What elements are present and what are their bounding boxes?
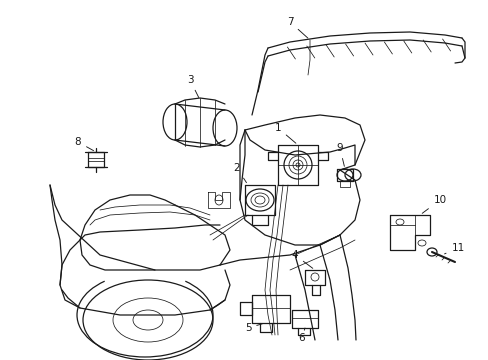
Text: 11: 11 <box>444 243 464 254</box>
Text: 6: 6 <box>298 328 305 343</box>
Text: 8: 8 <box>75 137 93 150</box>
Text: 5: 5 <box>244 323 262 333</box>
Text: 3: 3 <box>186 75 198 98</box>
Text: 10: 10 <box>421 195 446 213</box>
Text: 1: 1 <box>274 123 295 143</box>
Text: 7: 7 <box>286 17 307 38</box>
Text: 2: 2 <box>233 163 246 183</box>
Text: 4: 4 <box>291 250 312 268</box>
Text: 9: 9 <box>336 143 344 166</box>
